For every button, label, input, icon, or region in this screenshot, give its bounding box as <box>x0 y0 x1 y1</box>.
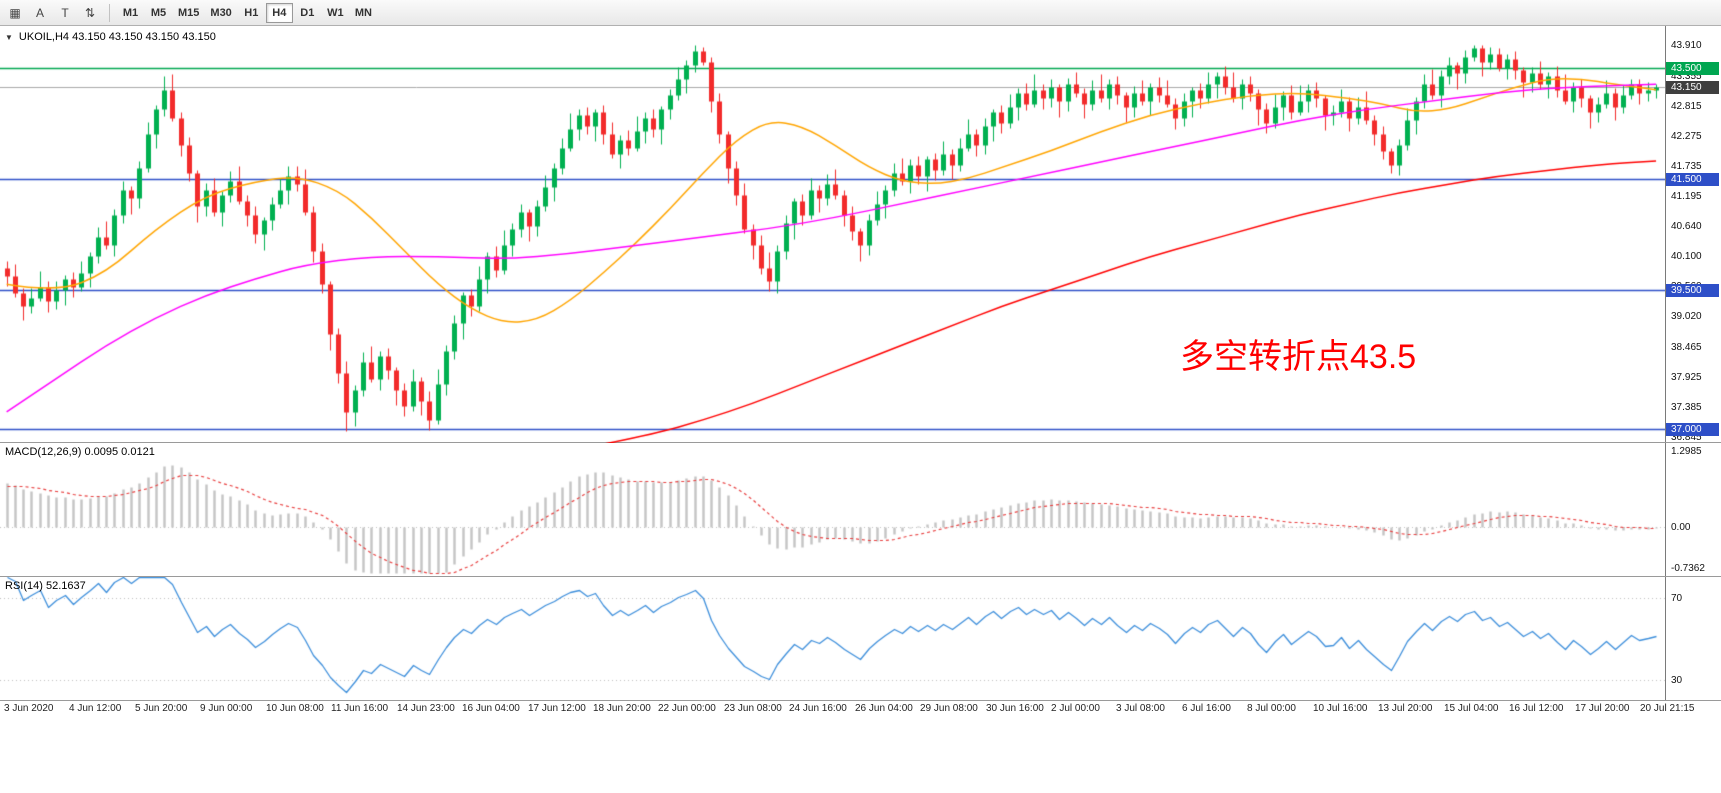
macd-axis-label: 1.2985 <box>1671 446 1702 457</box>
time-axis-label: 6 Jul 16:00 <box>1182 703 1231 714</box>
time-axis-label: 20 Jul 21:15 <box>1640 703 1695 714</box>
time-axis-label: 16 Jun 04:00 <box>462 703 520 714</box>
price-axis-label: 37.925 <box>1671 371 1702 383</box>
price-axis-label: 42.815 <box>1671 100 1702 112</box>
main-chart-panel: ▼ UKOIL,H4 43.150 43.150 43.150 43.150 多… <box>0 26 1721 443</box>
time-axis-label: 3 Jul 08:00 <box>1116 703 1165 714</box>
rsi-level-label: 70 <box>1671 592 1683 604</box>
macd-axis-label: 0.00 <box>1671 521 1691 533</box>
macd-label: MACD(12,26,9) 0.0095 0.0121 <box>5 446 155 458</box>
chart-title-text: UKOIL,H4 43.150 43.150 43.150 43.150 <box>18 31 216 43</box>
price-axis-label: 38.465 <box>1671 341 1702 353</box>
time-axis-label: 2 Jul 00:00 <box>1051 703 1100 714</box>
timeframe-button-mn[interactable]: MN <box>350 3 377 23</box>
timeframe-bar: M1 M5 M15 M30 H1 H4 D1 W1 MN <box>117 2 377 23</box>
timeframe-button-w1[interactable]: W1 <box>322 3 349 23</box>
price-axis-label: 37.385 <box>1671 401 1702 413</box>
time-axis-label: 29 Jun 08:00 <box>920 703 978 714</box>
price-badge: 41.500 <box>1666 172 1719 186</box>
price-badge: 43.150 <box>1666 80 1719 94</box>
time-axis-label: 11 Jun 16:00 <box>331 703 389 714</box>
macd-panel: MACD(12,26,9) 0.0095 0.0121 1.2985 0.00 -0… <box>0 443 1721 577</box>
time-axis-label: 23 Jun 08:00 <box>724 703 782 714</box>
text-tool-icon[interactable]: T <box>53 3 77 23</box>
price-axis-label: 43.910 <box>1671 39 1702 51</box>
timeframe-button-m1[interactable]: M1 <box>117 3 144 23</box>
time-axis-label: 8 Jul 00:00 <box>1247 703 1296 714</box>
toolbar: ▦ A T ⇅ M1 M5 M15 M30 H1 H4 D1 W1 MN <box>0 0 1721 26</box>
chart-annotation: 多空转折点43.5 <box>1180 338 1417 376</box>
time-axis-label: 17 Jul 20:00 <box>1575 703 1630 714</box>
price-axis-label: 36.845 <box>1671 431 1702 443</box>
time-axis-label: 10 Jul 16:00 <box>1313 703 1368 714</box>
time-axis-label: 17 Jun 12:00 <box>528 703 586 714</box>
price-badge: 43.500 <box>1666 61 1719 75</box>
timeframe-button-h1[interactable]: H1 <box>238 3 265 23</box>
time-axis-label: 5 Jun 20:00 <box>135 703 188 714</box>
toolbar-separator <box>109 3 110 22</box>
timeframe-button-m15[interactable]: M15 <box>173 3 204 23</box>
time-axis-label: 15 Jul 04:00 <box>1444 703 1499 714</box>
time-axis-label: 30 Jun 16:00 <box>986 703 1044 714</box>
rsi-canvas[interactable] <box>0 577 1666 701</box>
chart-title: ▼ UKOIL,H4 43.150 43.150 43.150 43.150 <box>5 31 216 43</box>
price-badge: 37.000 <box>1666 422 1719 436</box>
indicator-tool-icon[interactable]: ⇅ <box>78 3 102 23</box>
rsi-panel: RSI(14) 52.1637 70 30 <box>0 577 1721 701</box>
timeframe-button-h4[interactable]: H4 <box>265 2 293 23</box>
timeframe-button-d1[interactable]: D1 <box>294 3 321 23</box>
collapse-arrow-icon[interactable]: ▼ <box>5 32 13 42</box>
time-axis-label: 24 Jun 16:00 <box>789 703 847 714</box>
price-badge: 39.500 <box>1666 283 1719 297</box>
rsi-level-label: 30 <box>1671 674 1683 686</box>
main-chart-canvas[interactable] <box>0 26 1666 443</box>
main-price-axis[interactable]: 43.910 43.355 42.815 42.275 41.735 41.195 40.6… <box>1665 26 1721 443</box>
macd-canvas[interactable] <box>0 443 1666 577</box>
price-axis-label: 43.355 <box>1671 70 1702 82</box>
price-axis-label: 41.735 <box>1671 160 1702 172</box>
time-axis-label: 10 Jun 08:00 <box>266 703 324 714</box>
time-axis-label: 3 Jun 2020 <box>4 703 54 714</box>
chart-window-icon[interactable]: ▦ <box>3 3 27 23</box>
cursor-tool-icon[interactable]: A <box>28 3 52 23</box>
price-axis-label: 40.100 <box>1671 250 1702 262</box>
timeframe-button-m30[interactable]: M30 <box>205 3 236 23</box>
bottom-empty-area <box>0 717 1721 793</box>
time-axis-label: 9 Jun 00:00 <box>200 703 253 714</box>
time-axis-label: 14 Jun 23:00 <box>397 703 455 714</box>
macd-axis[interactable]: 1.2985 0.00 -0.7362 <box>1665 443 1721 576</box>
time-axis-label: 18 Jun 20:00 <box>593 703 651 714</box>
price-axis-label: 41.195 <box>1671 190 1702 202</box>
macd-axis-label: -0.7362 <box>1671 563 1705 574</box>
toolbar-tools: ▦ A T ⇅ <box>3 3 102 23</box>
time-axis-label: 16 Jul 12:00 <box>1509 703 1564 714</box>
time-axis-label: 13 Jul 20:00 <box>1378 703 1433 714</box>
timeframe-button-m5[interactable]: M5 <box>145 3 172 23</box>
rsi-label: RSI(14) 52.1637 <box>5 580 86 592</box>
time-axis-label: 4 Jun 12:00 <box>69 703 122 714</box>
rsi-axis[interactable]: 70 30 <box>1665 577 1721 700</box>
time-axis-label: 22 Jun 00:00 <box>658 703 716 714</box>
price-axis-label: 39.020 <box>1671 310 1702 322</box>
price-axis-label: 42.275 <box>1671 130 1702 142</box>
time-axis-label: 26 Jun 04:00 <box>855 703 913 714</box>
time-axis[interactable]: 3 Jun 2020 4 Jun 12:00 5 Jun 20:00 9 Jun 00… <box>0 701 1721 717</box>
price-axis-label: 40.640 <box>1671 220 1702 232</box>
